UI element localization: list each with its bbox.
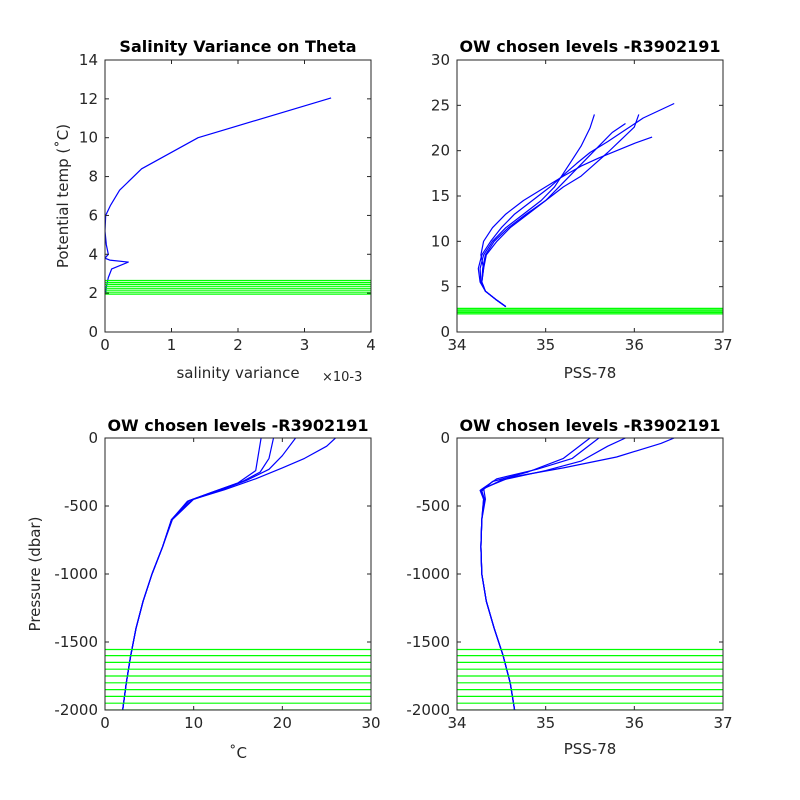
psal-y-tick-label: 0 <box>440 429 450 447</box>
ts-y-tick-label: 25 <box>431 96 450 114</box>
psal-y-tick-label: -500 <box>416 497 450 515</box>
ptemp-x-tick-label: 20 <box>273 714 292 732</box>
ts-axes-border <box>456 59 724 333</box>
salvar-x-tick-label: 2 <box>233 336 243 354</box>
ts-x-axis-label: PSS-78 <box>564 364 617 382</box>
salvar-axes-border <box>104 59 372 333</box>
psal-chart: 34 35 36 37 -2000 -1500 -1000 -500 0 OW chosen l… <box>406 416 732 758</box>
salvar-y-tick-label: 12 <box>79 90 98 108</box>
psal-x-tick-label: 34 <box>447 714 466 732</box>
ts-y-tick-label: 15 <box>431 187 450 205</box>
salvar-y-tick-label: 8 <box>88 168 98 186</box>
ts-ticks: 34 35 36 37 0 5 10 15 20 25 30 <box>431 51 733 354</box>
salvar-x-tick-label: 1 <box>167 336 177 354</box>
salvar-x-exponent: ×10-3 <box>322 370 362 385</box>
salvar-plot-area <box>104 59 372 333</box>
ts-y-tick-label: 5 <box>440 278 450 296</box>
ptemp-axes-border <box>104 437 372 711</box>
salvar-x-tick-label: 3 <box>300 336 310 354</box>
salvar-y-tick-label: 0 <box>88 323 98 341</box>
ts-x-tick-label: 37 <box>713 336 732 354</box>
ptemp-y-tick-label: -2000 <box>54 701 98 719</box>
psal-axes-border <box>456 437 724 711</box>
ts-x-tick-label: 35 <box>536 336 555 354</box>
psal-marks <box>457 438 723 710</box>
salvar-y-tick-label: 2 <box>88 284 98 302</box>
ts-title: OW chosen levels -R3902191 <box>459 37 720 56</box>
ts-chart: 34 35 36 37 0 5 10 15 20 25 30 OW chosen levels -R… <box>431 37 733 382</box>
ts-y-tick-label: 30 <box>431 51 450 69</box>
psal-y-tick-label: -2000 <box>406 701 450 719</box>
salvar-y-axis-label: Potential temp (˚C) <box>54 124 72 268</box>
salvar-x-tick-label: 0 <box>100 336 110 354</box>
ptemp-ticks: 0 10 20 30 -2000 -1500 -1000 -500 0 <box>54 429 380 732</box>
ptemp-x-tick-label: 0 <box>100 714 110 732</box>
psal-profile-line-3 <box>480 438 591 710</box>
psal-title: OW chosen levels -R3902191 <box>459 416 720 435</box>
ptemp-x-tick-label: 10 <box>184 714 203 732</box>
ptemp-title: OW chosen levels -R3902191 <box>107 416 368 435</box>
psal-x-axis-label: PSS-78 <box>564 740 617 758</box>
ptemp-y-tick-label: -1000 <box>54 565 98 583</box>
psal-plot-area <box>456 437 724 711</box>
salvar-x-axis-label: salinity variance <box>176 364 299 382</box>
psal-x-tick-label: 35 <box>536 714 555 732</box>
ptemp-marks <box>105 438 371 710</box>
ptemp-y-tick-label: 0 <box>88 429 98 447</box>
salvar-profile-line-0 <box>105 97 332 295</box>
psal-x-tick-label: 37 <box>713 714 732 732</box>
salvar-y-tick-label: 6 <box>88 206 98 224</box>
ts-y-tick-label: 0 <box>440 323 450 341</box>
psal-y-tick-label: -1500 <box>406 633 450 651</box>
psal-y-tick-label: -1000 <box>406 565 450 583</box>
ts-x-tick-label: 36 <box>625 336 644 354</box>
ts-y-tick-label: 10 <box>431 232 450 250</box>
ptemp-x-tick-label: 30 <box>361 714 380 732</box>
ts-y-tick-label: 20 <box>431 142 450 160</box>
salvar-y-tick-label: 14 <box>79 51 98 69</box>
ptemp-x-axis-label: ˚C <box>229 744 247 762</box>
ptemp-chart: 0 10 20 30 -2000 -1500 -1000 -500 0 OW chosen le… <box>26 416 381 762</box>
salvar-x-tick-label: 4 <box>366 336 376 354</box>
psal-x-tick-label: 36 <box>625 714 644 732</box>
ptemp-y-tick-label: -500 <box>64 497 98 515</box>
salvar-marks <box>105 97 371 295</box>
ptemp-y-axis-label: Pressure (dbar) <box>26 517 44 632</box>
ts-profile-line-4 <box>481 114 640 308</box>
salvar-y-tick-label: 4 <box>88 245 98 263</box>
salvar-y-tick-label: 10 <box>79 129 98 147</box>
ts-marks <box>457 102 723 315</box>
ts-x-tick-label: 34 <box>447 336 466 354</box>
ptemp-y-tick-label: -1500 <box>54 633 98 651</box>
salvar-title: Salinity Variance on Theta <box>119 37 356 56</box>
psal-ticks: 34 35 36 37 -2000 -1500 -1000 -500 0 <box>406 429 732 732</box>
ts-plot-area <box>456 59 724 333</box>
